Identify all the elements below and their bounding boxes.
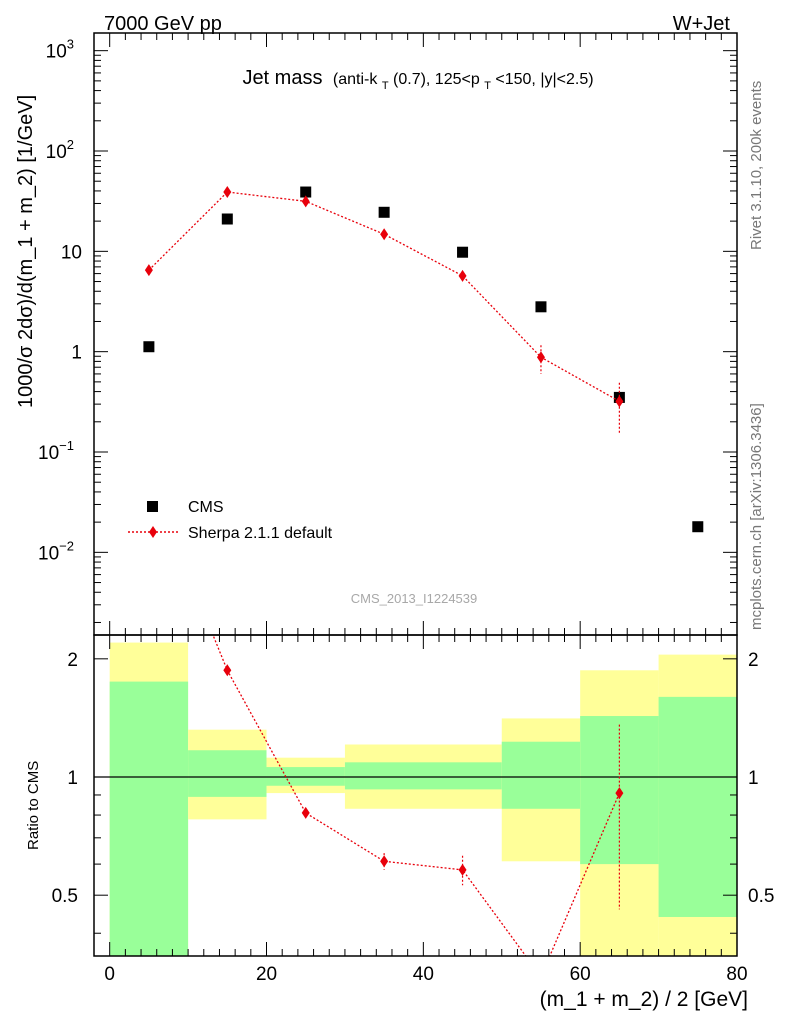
ratio-plot [94,635,737,956]
main-ytick-label-5: 10−2 [38,538,74,564]
plot-title-sub-T2: T [484,80,491,92]
legend-sherpa-marker [149,526,157,538]
plot-title-sub-2: (0.7), 125<p [393,71,480,88]
ratio-ytick-label-right-2: 2 [748,650,759,671]
energy-label: 7000 GeV pp [104,13,222,35]
cms-point-0 [143,341,155,353]
main-ytick-label-3: 1 [71,343,82,364]
ratio-sherpa-point-2 [301,806,310,819]
cms-point-4 [457,246,469,258]
xtick-label-1: 20 [256,964,277,985]
main-ytick-label-2: 10 [61,242,82,263]
ratio-ytick-label-right-1: 1 [748,768,759,789]
sherpa-point-5 [536,351,545,364]
ratio-xlabel: (m_1 + m_2) / 2 [GeV] [540,988,748,1011]
sherpa-point-0 [144,264,153,277]
legend-cms-marker [147,501,158,512]
ratio-ytick-label-1: 1 [67,768,78,789]
xtick-label-3: 60 [570,964,591,985]
ratio-ytick-label-0: 0.5 [52,886,78,907]
plot-title-sub-T1: T [382,80,389,92]
rivet-label: Rivet 3.1.10, 200k events [748,81,765,250]
ratio-frame [93,634,738,957]
band-inner-4 [501,741,581,809]
sherpa-line [148,191,620,402]
ratio-bands [109,642,737,956]
ratio-ytick-label-2: 2 [67,650,78,671]
band-inner-6 [658,696,737,917]
ratio-ytick-label-right-0: 0.5 [748,886,774,907]
legend-sherpa-label: Sherpa 2.1.1 default [188,525,333,542]
sherpa-point-2 [301,195,310,208]
plot-title-sub-3: <150, |y|<2.5) [495,71,593,88]
sherpa-point-4 [458,269,467,282]
main-ytick-label-0: 103 [46,37,74,63]
main-ylabel: 1000/σ 2dσ)/d(m_1 + m_2) [1/GeV] [15,95,37,408]
band-inner-3 [344,762,502,790]
ratio-sherpa-point-4 [458,863,467,876]
mcplots-label: mcplots.cern.ch [arXiv:1306.3436] [748,403,765,630]
main-ytick-label-4: 10−1 [38,438,74,464]
plot-title-sub-1: (anti-k [333,71,378,88]
cms-point-2 [300,186,312,198]
cms-point-1 [221,213,233,225]
ratio-sherpa-point-3 [380,855,389,868]
sherpa-point-3 [380,228,389,241]
cms-point-3 [378,206,390,218]
watermark: CMS_2013_I1224539 [351,591,478,606]
ratio-sherpa-point-1 [223,664,232,677]
cms-point-7 [692,521,704,533]
main-plot [143,186,704,533]
process-label: W+Jet [673,13,731,35]
main-ytick-label-1: 102 [46,137,74,163]
xtick-label-0: 0 [104,964,115,985]
main-frame [93,32,738,636]
sherpa-point-1 [223,186,232,199]
plot-title: Jet mass (anti-k T (0.7), 125<p T <150, … [242,67,593,93]
plot-title-main: Jet mass [242,67,322,89]
cms-point-5 [535,301,547,313]
band-inner-1 [188,750,267,797]
ratio-ylabel: Ratio to CMS [25,761,42,850]
xtick-label-2: 40 [413,964,434,985]
band-inner-0 [109,681,189,956]
sherpa-point-6 [615,395,624,408]
xtick-label-4: 80 [726,964,747,985]
ratio-sherpa-point-6 [615,787,624,800]
legend: CMS Sherpa 2.1.1 default [128,499,333,542]
legend-cms-label: CMS [188,499,224,516]
